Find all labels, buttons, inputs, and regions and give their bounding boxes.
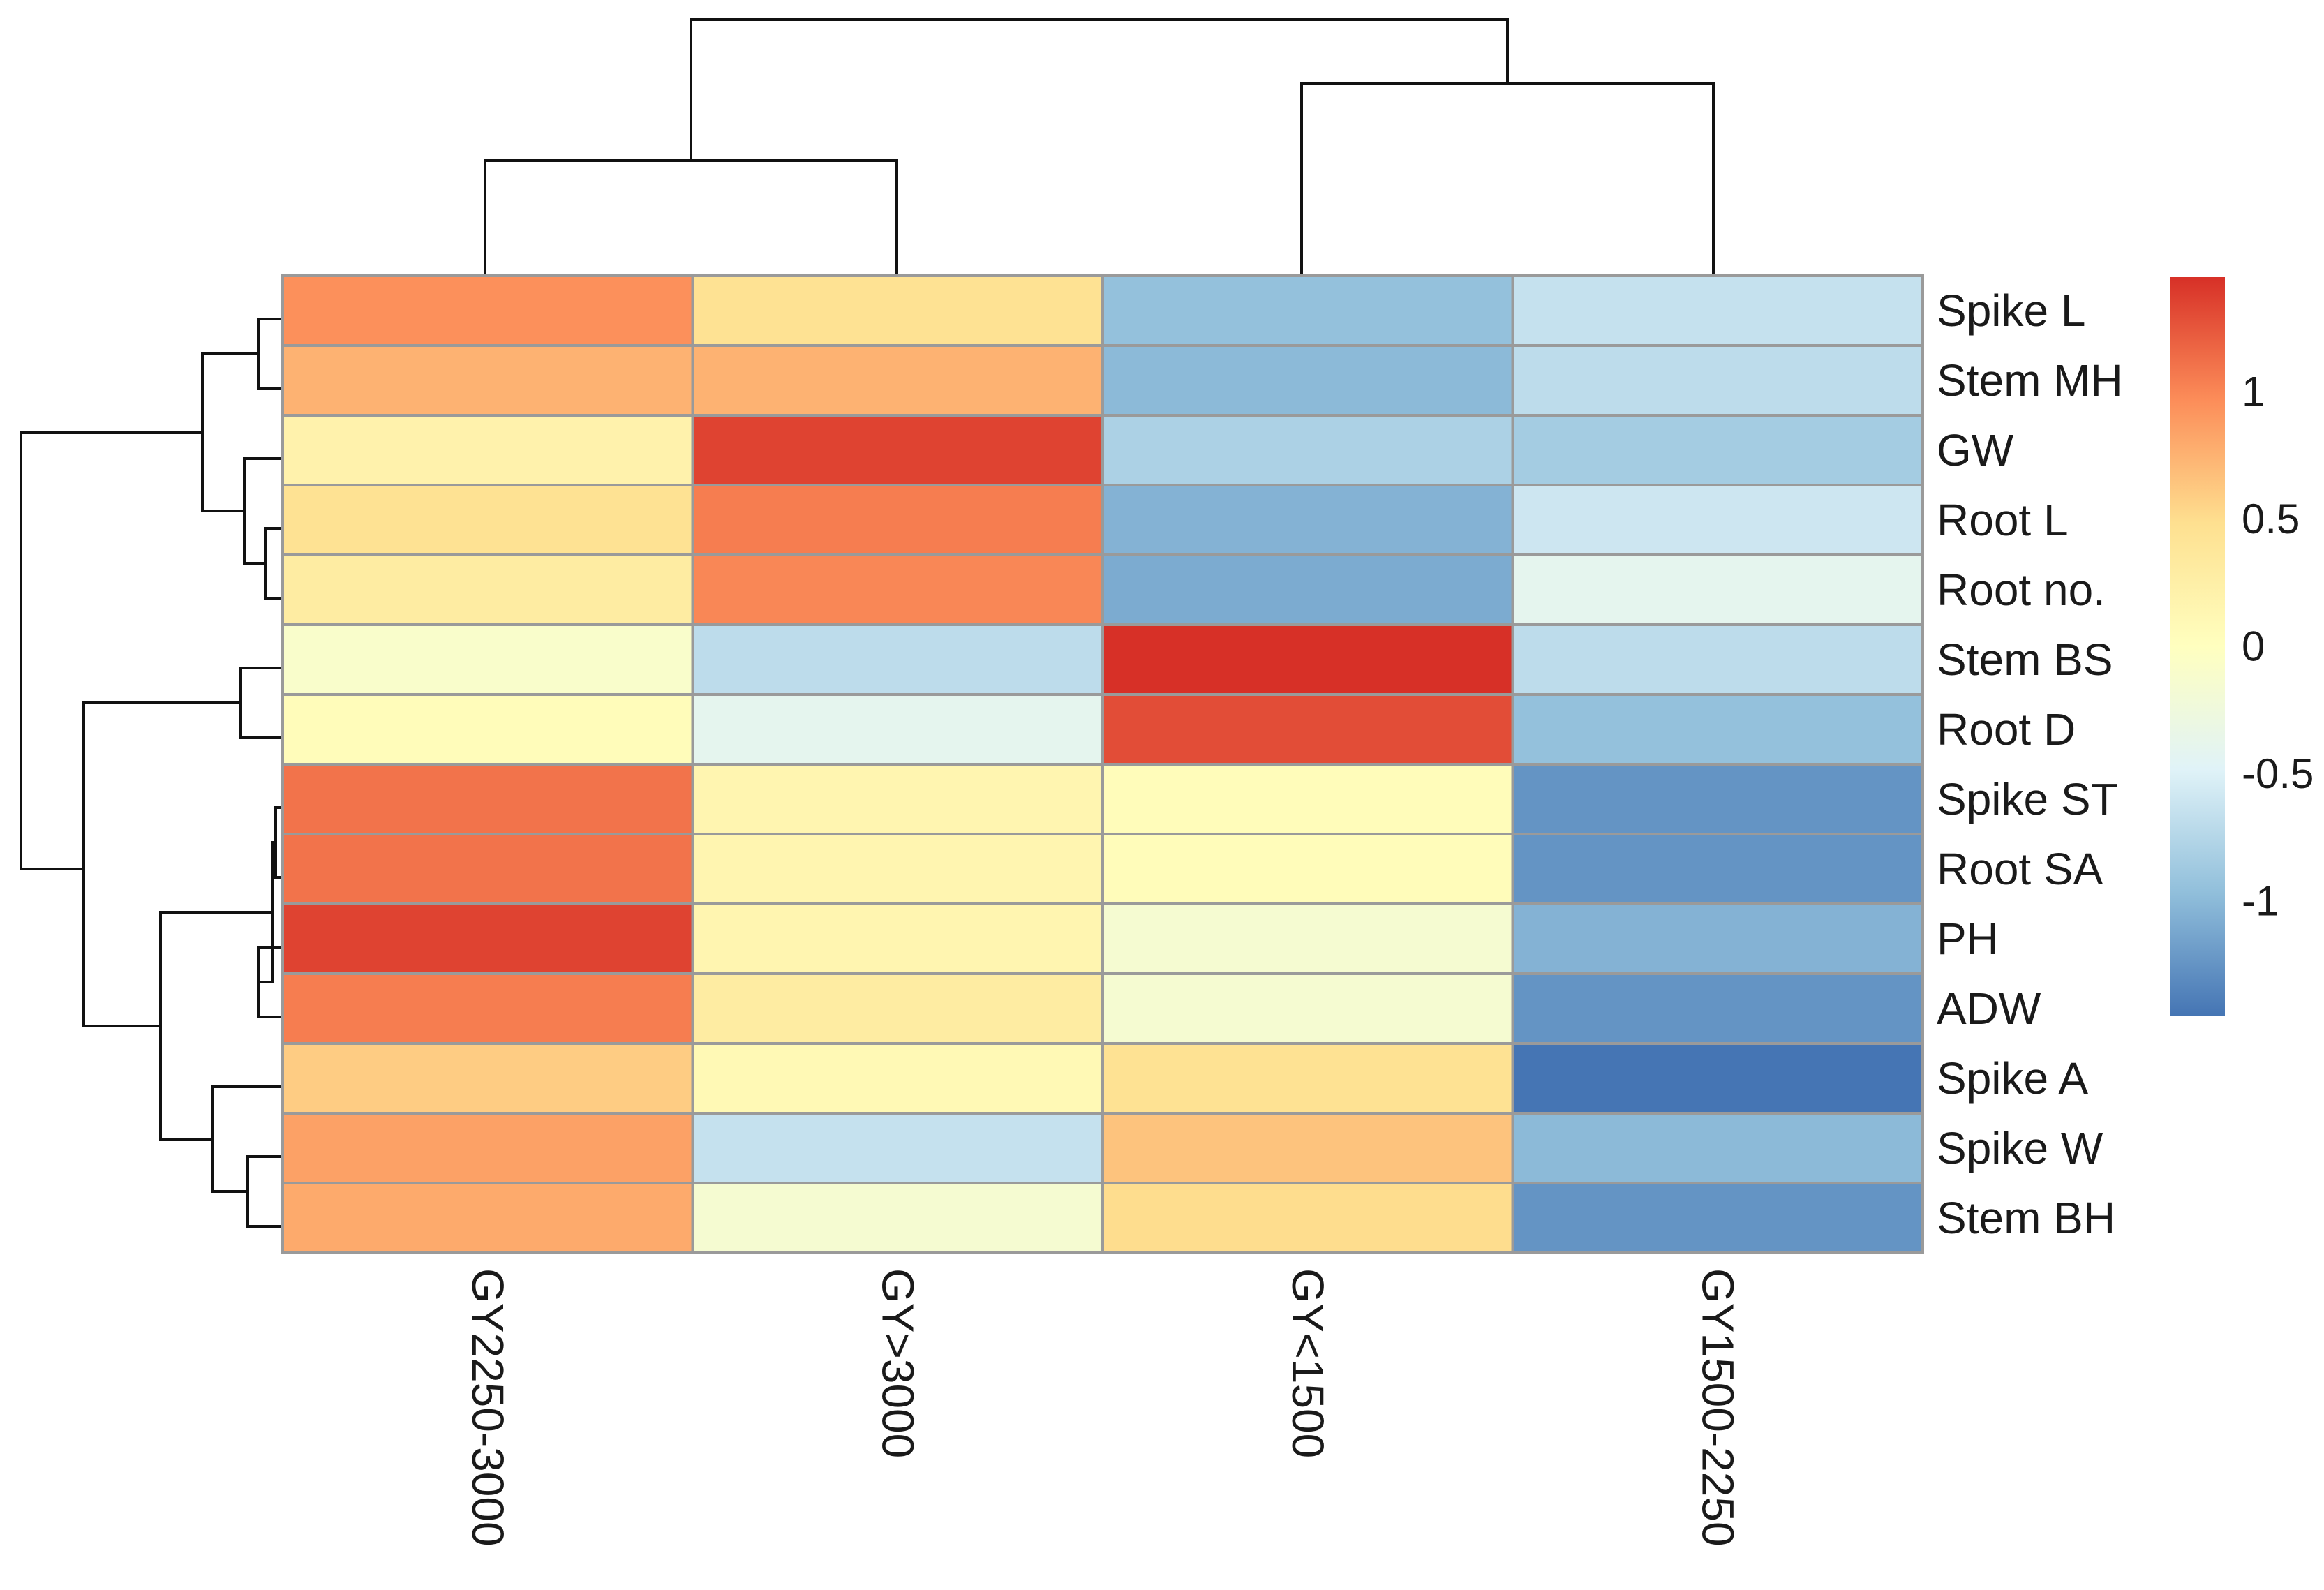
heatmap-cell <box>1511 1112 1924 1184</box>
heatmap-cell <box>691 274 1104 347</box>
row-dendro-link-9 <box>246 1155 283 1228</box>
heatmap-cell <box>691 623 1104 696</box>
col-dendro-link-1 <box>484 159 898 276</box>
row-dendro-link-12 <box>82 701 241 1027</box>
heatmap-cell <box>281 1042 694 1115</box>
heatmap-cell <box>691 484 1104 556</box>
heatmap-cell <box>281 484 694 556</box>
column-label: GY<1500 <box>1283 1268 1333 1458</box>
heatmap-cell <box>281 344 694 417</box>
heatmap-cell <box>691 972 1104 1045</box>
heatmap-cell <box>1101 274 1514 347</box>
legend-tick-label: 0 <box>2242 623 2265 670</box>
heatmap-cell <box>281 833 694 905</box>
color-legend: 1 0.5 0 -0.5 -1 <box>2170 277 2314 1016</box>
heatmap-cell <box>691 833 1104 905</box>
heatmap-cell <box>1511 1042 1924 1115</box>
heatmap-cell <box>1511 833 1924 905</box>
row-label: Root L <box>1937 495 2069 545</box>
row-label: Spike A <box>1937 1053 2088 1104</box>
heatmap-cell <box>1511 693 1924 766</box>
legend-tick-label: -1 <box>2242 877 2279 924</box>
heatmap-cell <box>1101 553 1514 626</box>
row-dendro-link-4 <box>201 352 258 512</box>
heatmap-cell <box>1511 484 1924 556</box>
heatmap-cell <box>281 1182 694 1254</box>
row-dendro-link-1 <box>257 318 283 390</box>
heatmap-cell <box>281 274 694 347</box>
heatmap-cells <box>281 274 1924 1254</box>
heatmap-cell <box>281 972 694 1045</box>
row-label: Root D <box>1937 704 2076 755</box>
heatmap-cell <box>1101 1112 1514 1184</box>
column-labels: GY2250-3000 GY>3000 GY<1500 GY1500-2250 <box>463 1268 1743 1547</box>
legend-color-bar <box>2170 277 2225 1016</box>
row-label: Root no. <box>1937 565 2106 615</box>
heatmap-cell <box>281 623 694 696</box>
heatmap-cell <box>1511 623 1924 696</box>
heatmap-cell <box>691 1112 1104 1184</box>
heatmap-cell <box>1101 1182 1514 1254</box>
row-label: GW <box>1937 425 2014 475</box>
heatmap-cell <box>1101 693 1514 766</box>
row-label: Root SA <box>1937 844 2103 894</box>
heatmap-cell <box>1101 763 1514 835</box>
heatmap-cell <box>691 553 1104 626</box>
col-dendro-link-root <box>690 18 1509 161</box>
row-label: Spike W <box>1937 1123 2103 1173</box>
legend-tick-label: 0.5 <box>2242 496 2300 542</box>
heatmap-cell <box>281 414 694 486</box>
heatmap-cell <box>691 693 1104 766</box>
heatmap-cell <box>691 1042 1104 1115</box>
heatmap-cell <box>1101 484 1514 556</box>
heatmap-cell <box>1101 902 1514 975</box>
heatmap-cell <box>1101 414 1514 486</box>
row-label: Spike L <box>1937 285 2085 336</box>
row-dendro-link-3 <box>243 457 283 565</box>
row-labels: Spike L Stem MH GW Root L Root no. Stem BS Roo… <box>1937 285 2123 1243</box>
heatmap-cell <box>1101 344 1514 417</box>
row-dendro-link-5 <box>239 667 283 739</box>
heatmap-cell <box>1511 902 1924 975</box>
heatmap-cell <box>281 1112 694 1184</box>
heatmap-cell <box>1511 553 1924 626</box>
row-label: Stem BS <box>1937 634 2113 685</box>
row-dendrogram <box>20 318 283 1228</box>
legend-tick-label: 1 <box>2242 369 2265 415</box>
heatmap-cell <box>1101 833 1514 905</box>
heatmap-cell <box>1101 623 1514 696</box>
row-label: PH <box>1937 914 1999 964</box>
heatmap-cell <box>1511 763 1924 835</box>
column-label: GY2250-3000 <box>463 1268 513 1547</box>
row-dendro-link-root <box>20 431 202 870</box>
heatmap-cell <box>281 763 694 835</box>
legend-tick-label: -0.5 <box>2242 750 2314 797</box>
heatmap-cell <box>281 902 694 975</box>
heatmap-cell <box>1511 1182 1924 1254</box>
heatmap-cell <box>691 902 1104 975</box>
row-label: Stem MH <box>1937 355 2123 406</box>
heatmap-cell <box>691 763 1104 835</box>
heatmap-cell <box>281 553 694 626</box>
heatmap-cell <box>281 693 694 766</box>
column-label: GY1500-2250 <box>1692 1268 1743 1547</box>
heatmap-cell <box>1511 972 1924 1045</box>
heatmap-cell <box>1101 972 1514 1045</box>
heatmap-cell <box>691 414 1104 486</box>
heatmap-cell <box>1101 1042 1514 1115</box>
row-label: Stem BH <box>1937 1193 2115 1243</box>
col-dendro-link-2 <box>1300 82 1715 276</box>
column-dendrogram <box>484 18 1715 276</box>
row-label: ADW <box>1937 983 2041 1034</box>
column-label: GY>3000 <box>872 1268 923 1458</box>
row-label: Spike ST <box>1937 774 2118 824</box>
row-dendro-link-2 <box>264 527 283 600</box>
heatmap-cell <box>1511 414 1924 486</box>
row-dendro-link-11 <box>159 911 272 1141</box>
heatmap-cell <box>691 344 1104 417</box>
heatmap-cell <box>1511 274 1924 347</box>
heatmap-cell <box>691 1182 1104 1254</box>
heatmap-cell <box>1511 344 1924 417</box>
